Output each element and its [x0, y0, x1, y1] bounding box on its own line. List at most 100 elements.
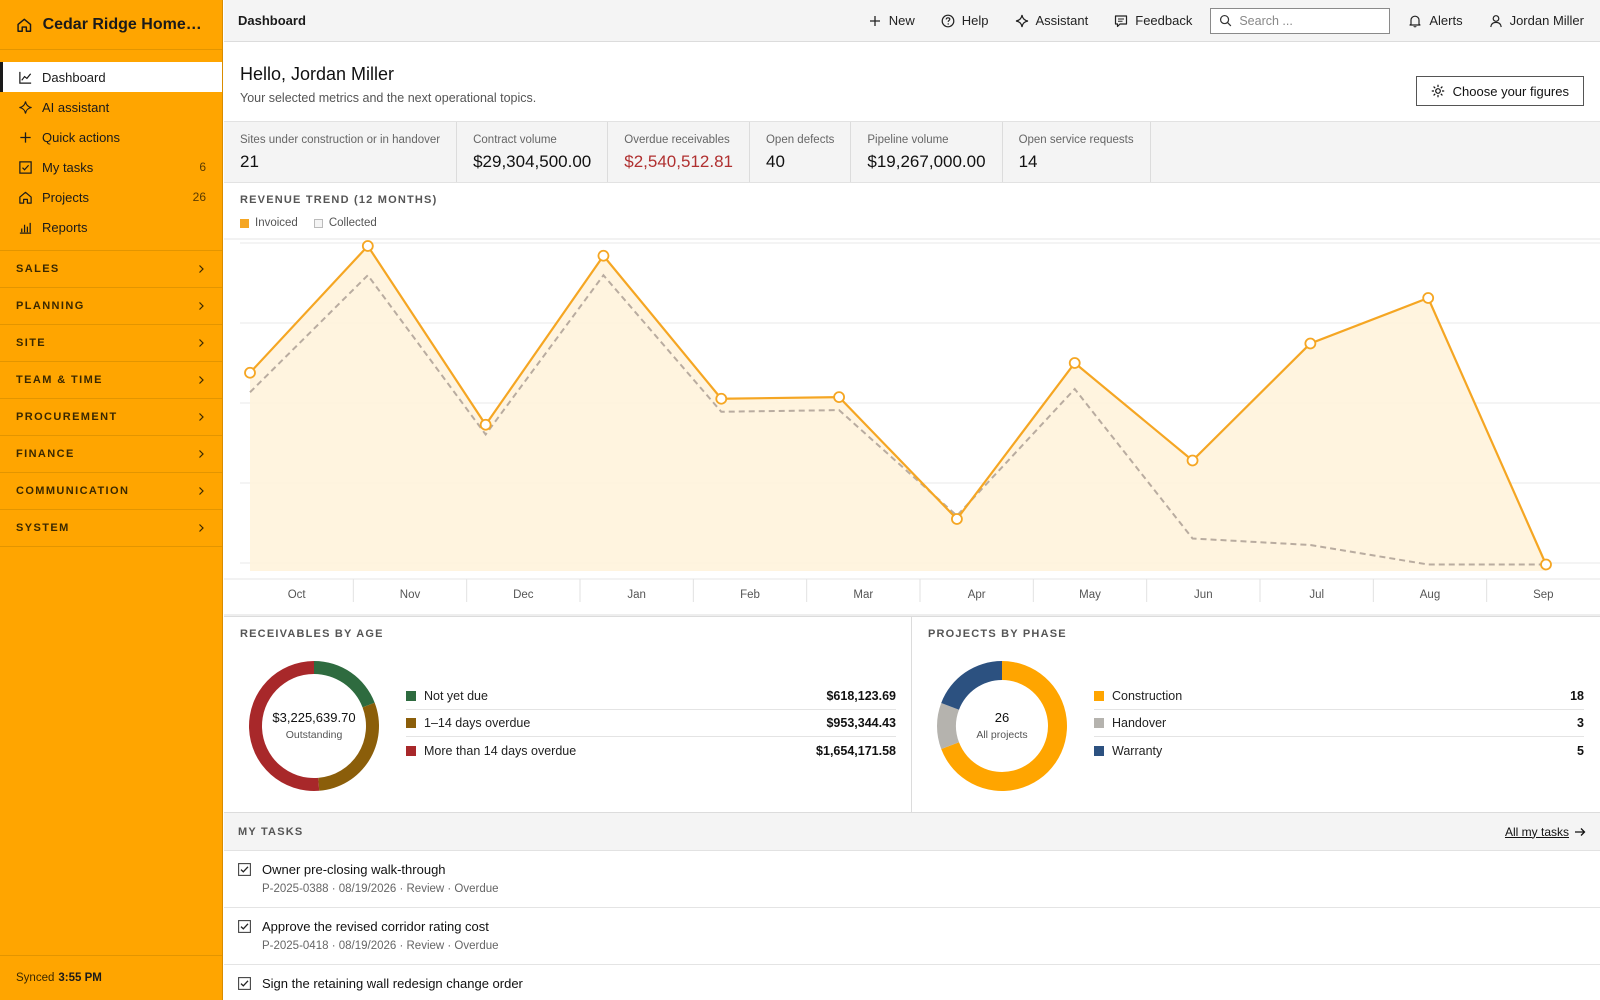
x-tick-label: Dec [513, 589, 534, 601]
sidebar-section-procurement[interactable]: PROCUREMENT [0, 399, 222, 436]
receivables-row[interactable]: 1–14 days overdue $953,344.43 [406, 710, 896, 737]
invoiced-point[interactable] [1068, 357, 1081, 369]
kpi-value: $2,540,512.81 [624, 152, 733, 171]
choose-figures-button[interactable]: Choose your figures [1415, 76, 1584, 106]
invoiced-point[interactable] [1304, 337, 1317, 350]
donut-slice[interactable] [937, 702, 959, 750]
invoiced-point[interactable] [1540, 558, 1552, 571]
chevron-right-icon [199, 487, 204, 495]
invoiced-point[interactable] [951, 513, 963, 525]
kpi-card[interactable]: Pipeline volume $19,267,000.00 [851, 122, 1003, 182]
phase-row[interactable]: Construction 18 [1094, 683, 1584, 710]
sidebar-item-ai-assistant[interactable]: AI assistant [0, 92, 222, 122]
invoiced-point[interactable] [479, 418, 492, 431]
row-value: $953,344.43 [826, 716, 896, 730]
kpi-card[interactable]: Open defects 40 [750, 122, 852, 182]
invoiced-point[interactable] [1422, 292, 1435, 304]
legend-item-invoiced[interactable]: Invoiced [240, 217, 298, 229]
chevron-right-icon [199, 413, 204, 421]
donut-slice[interactable] [941, 661, 1067, 791]
brand[interactable]: Cedar Ridge Homes L... [0, 0, 222, 50]
donut-slice[interactable] [318, 702, 379, 791]
sidebar-item-dashboard[interactable]: Dashboard [0, 62, 222, 92]
all-tasks-link[interactable]: All my tasks [1505, 825, 1586, 839]
revenue-chart: Oct Nov Dec Jan Feb Mar Apr May Jun Jul Aug Sep [224, 238, 1600, 616]
kpi-value: 14 [1018, 152, 1038, 171]
invoiced-area [250, 246, 1546, 571]
legend-swatch [406, 718, 416, 728]
invoiced-point[interactable] [597, 249, 610, 262]
topbar: Dashboard New Help Assistant Feedback Al… [224, 0, 1600, 42]
legend-swatch [240, 218, 249, 228]
phase-row[interactable]: Handover 3 [1094, 710, 1584, 737]
checkbox-icon[interactable] [238, 863, 251, 876]
sidebar-section-site[interactable]: SITE [0, 325, 222, 362]
donut-slice[interactable] [314, 661, 375, 708]
sidebar-section-system[interactable]: SYSTEM [0, 510, 222, 547]
greeting-header: Hello, Jordan Miller Your selected metri… [224, 42, 1600, 121]
x-tick-label: Jun [1194, 589, 1213, 601]
legend-item-collected[interactable]: Collected [313, 217, 377, 229]
phases-panel: PROJECTS BY PHASE 26 All projects Constr… [912, 617, 1600, 812]
kpi-label: Open defects [765, 134, 835, 146]
phase-row[interactable]: Warranty 5 [1094, 737, 1584, 764]
sidebar-item-my-tasks[interactable]: My tasks 6 [0, 152, 222, 182]
chevron-right-icon [199, 302, 204, 310]
row-label: Not yet due [424, 689, 488, 703]
invoiced-point[interactable] [361, 240, 374, 252]
kpi-label: Pipeline volume [867, 134, 949, 146]
sidebar-section-finance[interactable]: FINANCE [0, 436, 222, 473]
user-menu-button[interactable]: Jordan Miller [1489, 13, 1584, 28]
receivables-panel: RECEIVABLES BY AGE $3,225,639.70 Outstan… [224, 617, 912, 812]
help-button[interactable]: Help [941, 13, 989, 28]
assistant-button[interactable]: Assistant [1015, 13, 1088, 28]
receivables-row[interactable]: More than 14 days overdue $1,654,171.58 [406, 737, 896, 764]
invoiced-point[interactable] [1186, 454, 1199, 467]
invoiced-point[interactable] [833, 391, 845, 404]
feedback-button[interactable]: Feedback [1114, 13, 1192, 28]
sidebar-section-team-time[interactable]: TEAM & TIME [0, 362, 222, 399]
x-tick-label: Jul [1309, 589, 1324, 601]
new-button[interactable]: New [868, 13, 915, 28]
revenue-chart-panel: REVENUE TREND (12 MONTHS) Invoiced Colle… [224, 183, 1600, 617]
plus-icon [20, 131, 31, 143]
search-box[interactable] [1210, 7, 1391, 34]
task-row[interactable]: Approve the revised corridor rating cost… [224, 908, 1600, 965]
x-tick-label: Aug [1420, 589, 1440, 601]
task-row[interactable]: Sign the retaining wall redesign change … [224, 965, 1600, 1000]
search-input[interactable] [1239, 13, 1380, 28]
sidebar-item-projects[interactable]: Projects 26 [0, 182, 222, 212]
kpi-card[interactable]: Overdue receivables $2,540,512.81 [608, 122, 750, 182]
line-chart-icon [19, 71, 32, 84]
sidebar-item-reports[interactable]: Reports [0, 212, 222, 242]
sidebar-item-quick-actions[interactable]: Quick actions [0, 122, 222, 152]
kpi-card[interactable]: Sites under construction or in handover 2… [224, 122, 458, 182]
help-icon [941, 14, 955, 27]
choose-figures-label: Choose your figures [1452, 83, 1569, 99]
checkbox-icon[interactable] [238, 920, 251, 933]
help-label: Help [961, 13, 989, 28]
row-value: 18 [1570, 689, 1584, 703]
sidebar-section-communication[interactable]: COMMUNICATION [0, 473, 222, 510]
section-label: COMMUNICATION [16, 485, 130, 497]
task-meta: P-2025-0388 · 08/19/2026 · Review · Over… [262, 883, 499, 895]
sidebar-section-planning[interactable]: PLANNING [0, 288, 222, 325]
checkbox-icon[interactable] [238, 977, 251, 990]
tasks-title: MY TASKS [238, 825, 304, 838]
x-tick-label: May [1079, 589, 1101, 601]
sidebar-item-label: My tasks [42, 159, 94, 175]
donut-slice[interactable] [248, 661, 320, 791]
task-row[interactable]: Owner pre-closing walk-through P-2025-038… [224, 851, 1600, 908]
kpi-card[interactable]: Contract volume $29,304,500.00 [457, 122, 609, 182]
sidebar-section-sales[interactable]: SALES [0, 251, 222, 288]
kpi-card[interactable]: Open service requests 14 [1003, 122, 1151, 182]
alerts-button[interactable]: Alerts [1408, 13, 1463, 28]
receivables-legend: Not yet due $618,123.69 1–14 days overdue… [406, 683, 896, 764]
x-tick-label: Nov [400, 589, 421, 601]
receivables-row[interactable]: Not yet due $618,123.69 [406, 683, 896, 710]
invoiced-point[interactable] [715, 392, 728, 405]
invoiced-point[interactable] [244, 366, 256, 379]
donut-slice[interactable] [941, 661, 1002, 710]
legend-label: Invoiced [255, 217, 298, 229]
receivables-center-label: $3,225,639.70 Outstanding [244, 710, 384, 741]
